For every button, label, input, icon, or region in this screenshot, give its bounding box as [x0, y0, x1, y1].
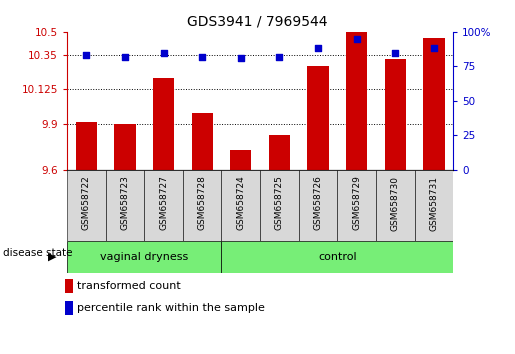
- Text: GSM658724: GSM658724: [236, 176, 245, 230]
- Bar: [106, 170, 144, 241]
- Point: [352, 36, 360, 42]
- Text: GSM658730: GSM658730: [391, 176, 400, 230]
- Bar: [114, 124, 135, 170]
- Bar: [64, 301, 73, 315]
- Text: GSM658726: GSM658726: [314, 176, 322, 230]
- Bar: [346, 32, 367, 170]
- Point: [121, 54, 129, 59]
- Text: GSM658722: GSM658722: [82, 176, 91, 230]
- Bar: [269, 135, 290, 170]
- Text: disease state: disease state: [3, 248, 72, 258]
- Point: [391, 50, 400, 56]
- Text: control: control: [318, 252, 356, 262]
- Bar: [423, 38, 444, 170]
- Bar: [221, 241, 453, 273]
- Bar: [307, 65, 329, 170]
- Text: GSM658723: GSM658723: [121, 176, 129, 230]
- Bar: [153, 78, 174, 170]
- Text: vaginal dryness: vaginal dryness: [100, 252, 188, 262]
- Text: percentile rank within the sample: percentile rank within the sample: [77, 303, 265, 313]
- Bar: [76, 122, 97, 170]
- Bar: [260, 170, 299, 241]
- Bar: [385, 59, 406, 170]
- Point: [314, 46, 322, 51]
- Bar: [67, 241, 221, 273]
- Bar: [376, 170, 415, 241]
- Bar: [67, 170, 106, 241]
- Bar: [221, 170, 260, 241]
- Text: GDS3941 / 7969544: GDS3941 / 7969544: [187, 14, 328, 28]
- Point: [275, 54, 283, 59]
- Point: [430, 46, 438, 51]
- Bar: [64, 280, 73, 293]
- Text: GSM658731: GSM658731: [430, 176, 438, 230]
- Text: GSM658725: GSM658725: [275, 176, 284, 230]
- Bar: [230, 150, 251, 170]
- Point: [82, 52, 91, 58]
- Bar: [299, 170, 337, 241]
- Text: ▶: ▶: [48, 252, 57, 262]
- Point: [159, 50, 167, 56]
- Point: [198, 54, 206, 59]
- Bar: [415, 170, 453, 241]
- Text: GSM658729: GSM658729: [352, 176, 361, 230]
- Bar: [192, 113, 213, 170]
- Text: transformed count: transformed count: [77, 281, 181, 291]
- Bar: [144, 170, 183, 241]
- Bar: [337, 170, 376, 241]
- Point: [236, 55, 245, 61]
- Text: GSM658728: GSM658728: [198, 176, 207, 230]
- Text: GSM658727: GSM658727: [159, 176, 168, 230]
- Bar: [183, 170, 221, 241]
